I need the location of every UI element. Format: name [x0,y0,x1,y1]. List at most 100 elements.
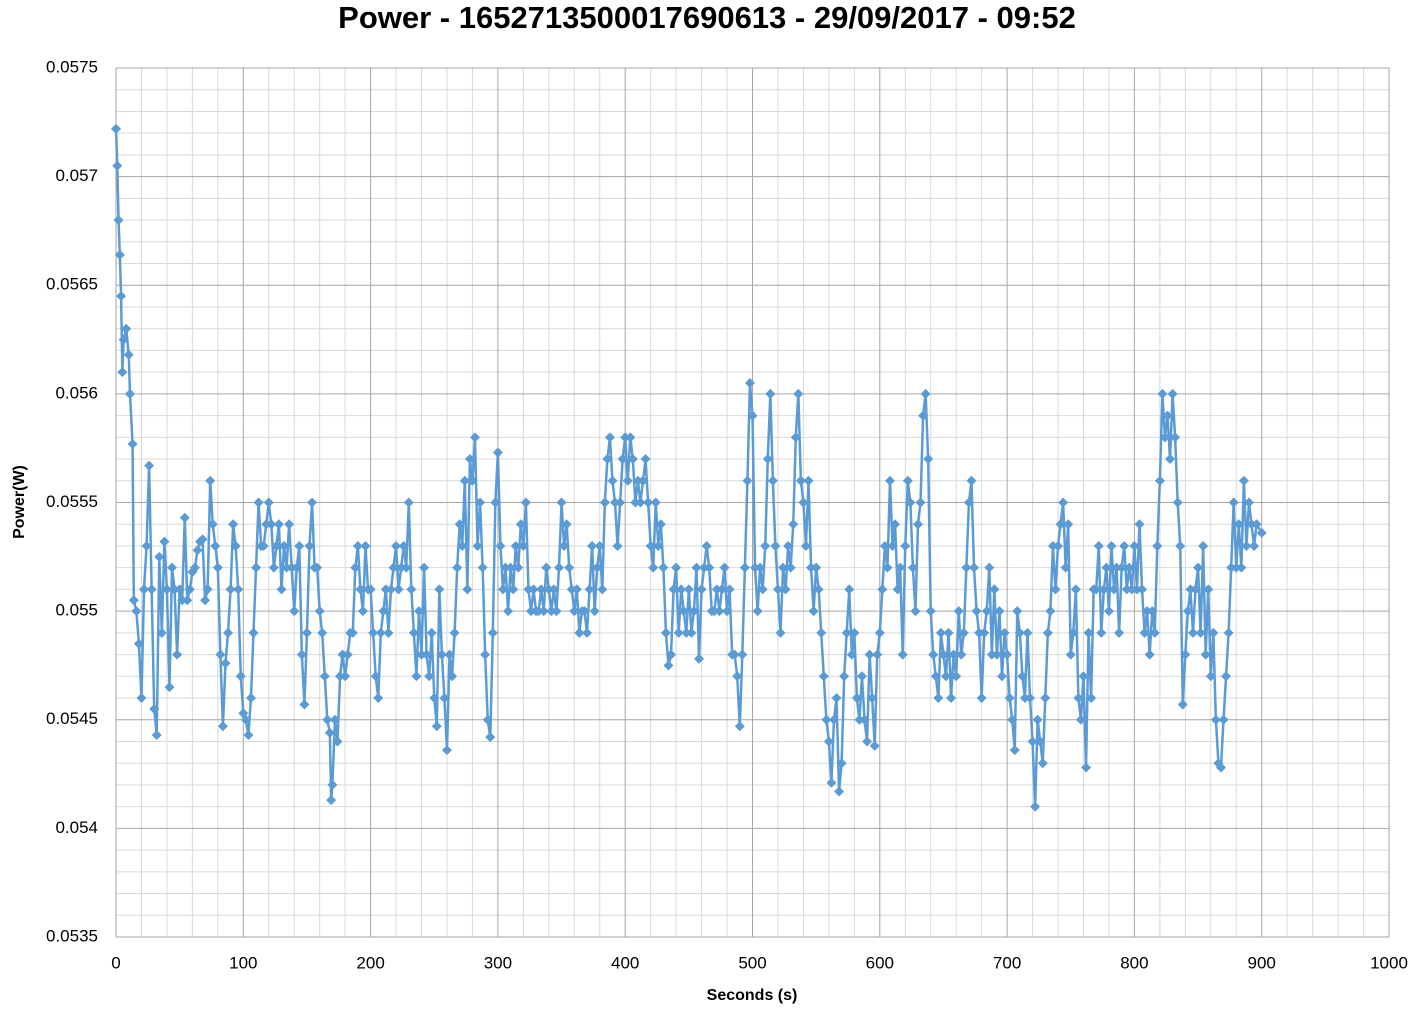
marker [385,584,396,595]
data-line [114,128,1263,808]
marker [867,693,878,704]
marker [1177,699,1188,710]
marker [436,649,447,660]
marker [884,475,895,486]
marker [1126,584,1137,595]
marker [1134,519,1145,530]
marker [1149,627,1160,638]
marker [164,682,175,693]
marker [202,584,213,595]
marker [711,584,722,595]
marker [691,562,702,573]
marker [627,454,638,465]
marker [1165,454,1176,465]
marker [299,699,310,710]
marker [1114,627,1125,638]
marker [739,562,750,573]
marker [951,671,962,682]
marker [958,627,969,638]
marker [872,649,883,660]
marker [347,627,358,638]
marker [818,671,829,682]
marker [1045,606,1056,617]
x-tick-label: 700 [993,953,1021,972]
marker [1131,584,1142,595]
marker [538,606,549,617]
marker [803,475,814,486]
marker [487,627,498,638]
marker [380,584,391,595]
marker [816,627,827,638]
marker [528,584,539,595]
marker [862,736,873,747]
marker [307,497,318,508]
marker [905,497,916,508]
marker [594,540,605,551]
marker [907,562,918,573]
marker [928,649,939,660]
marker [286,562,297,573]
marker [1124,562,1135,573]
marker [490,497,501,508]
marker [719,562,730,573]
marker [177,595,188,606]
marker [525,606,536,617]
marker [322,714,333,725]
marker [579,606,590,617]
marker [981,606,992,617]
marker [114,249,125,260]
marker [111,123,121,134]
marker [622,475,633,486]
marker [149,703,160,714]
marker [938,649,949,660]
marker [375,627,386,638]
marker [974,627,985,638]
marker [492,447,503,458]
marker [798,497,809,508]
marker [915,497,926,508]
marker [266,519,277,530]
marker [592,562,603,573]
marker [477,562,488,573]
marker [233,584,244,595]
marker [1236,562,1247,573]
marker [421,649,432,660]
marker [806,562,817,573]
marker [729,649,740,660]
marker [574,627,585,638]
marker [1086,693,1097,704]
y-tick-label: 0.056 [55,383,98,402]
marker [1098,584,1109,595]
marker [1203,584,1214,595]
marker [207,519,218,530]
marker [253,497,264,508]
y-tick-label: 0.055 [55,601,98,620]
y-tick-label: 0.0545 [46,709,98,728]
marker [648,562,659,573]
marker [1017,671,1028,682]
marker [1157,388,1168,399]
marker [1187,627,1198,638]
marker [146,584,157,595]
marker [658,562,669,573]
y-tick-label: 0.0535 [46,926,98,945]
marker [1172,497,1183,508]
marker [831,693,842,704]
marker [1002,649,1013,660]
marker [762,454,773,465]
marker [457,540,468,551]
marker [497,584,508,595]
marker [732,671,743,682]
marker [854,714,865,725]
marker [1129,540,1140,551]
marker [879,540,890,551]
marker [874,627,885,638]
marker [113,215,124,226]
marker [997,671,1008,682]
marker [520,497,531,508]
marker [515,519,526,530]
marker [304,540,315,551]
marker [956,649,967,660]
marker [772,584,783,595]
